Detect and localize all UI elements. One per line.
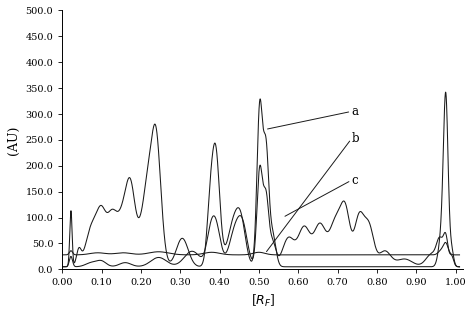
X-axis label: [$R_F$]: [$R_F$] [251, 293, 275, 309]
Text: a: a [351, 105, 358, 118]
Text: c: c [351, 174, 358, 187]
Text: b: b [351, 132, 359, 145]
Y-axis label: (AU): (AU) [7, 125, 20, 155]
